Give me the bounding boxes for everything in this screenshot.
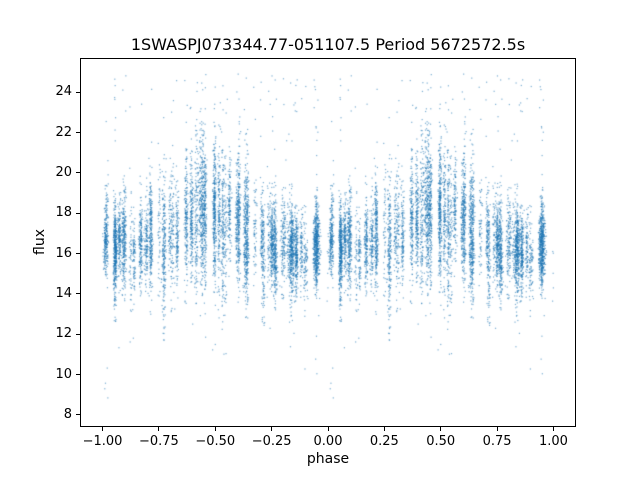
x-tick-mark — [158, 427, 160, 431]
y-tick-label: 22 — [55, 124, 72, 140]
y-tick-mark — [76, 293, 80, 295]
x-tick-mark — [102, 427, 104, 431]
y-tick-mark — [76, 374, 80, 376]
x-tick-mark — [383, 427, 385, 431]
scatter-canvas — [80, 58, 576, 427]
y-tick-label: 14 — [55, 285, 72, 301]
x-tick-mark — [440, 427, 442, 431]
y-tick-mark — [76, 172, 80, 174]
y-tick-mark — [76, 414, 80, 416]
x-tick-label: −0.25 — [251, 434, 292, 449]
x-axis-label: phase — [306, 451, 350, 467]
y-tick-label: 18 — [55, 205, 72, 221]
x-tick-label: 1.00 — [538, 434, 568, 449]
x-tick-mark — [214, 427, 216, 431]
x-tick-label: 0.75 — [482, 434, 512, 449]
x-tick-mark — [496, 427, 498, 431]
x-tick-label: 0.25 — [369, 434, 399, 449]
y-tick-label: 16 — [55, 245, 72, 261]
plot-title: 1SWASPJ073344.77-051107.5 Period 5672572… — [130, 35, 526, 54]
y-tick-label: 24 — [55, 84, 72, 100]
y-tick-mark — [76, 91, 80, 93]
y-tick-label: 20 — [55, 164, 72, 180]
y-tick-mark — [76, 132, 80, 134]
y-tick-label: 12 — [55, 326, 72, 342]
x-tick-mark — [271, 427, 273, 431]
y-tick-mark — [76, 212, 80, 214]
y-axis-label: flux — [32, 229, 48, 255]
y-tick-mark — [76, 333, 80, 335]
x-tick-label: −0.50 — [195, 434, 236, 449]
x-tick-label: −0.75 — [138, 434, 179, 449]
y-tick-mark — [76, 253, 80, 255]
x-tick-mark — [552, 427, 554, 431]
x-tick-mark — [327, 427, 329, 431]
x-tick-label: 0.50 — [426, 434, 456, 449]
y-tick-label: 10 — [55, 366, 72, 382]
y-tick-label: 8 — [63, 406, 72, 422]
x-tick-label: 0.00 — [313, 434, 343, 449]
x-tick-label: −1.00 — [82, 434, 123, 449]
